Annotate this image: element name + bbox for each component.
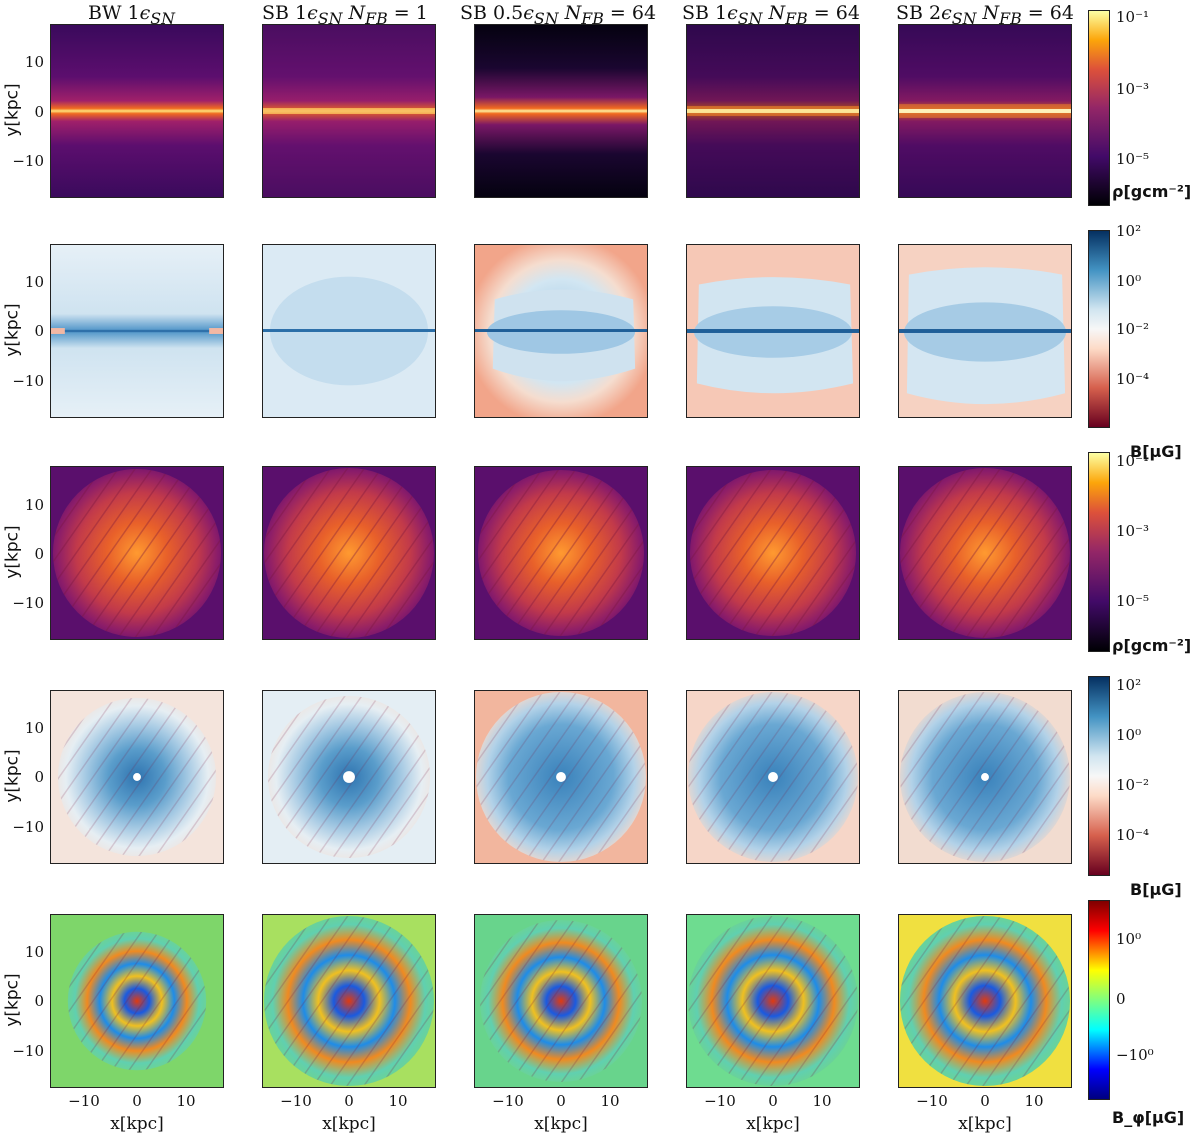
ytick-r1-m10: −10 (12, 152, 44, 170)
column-title-1: BW 1ϵSN (88, 2, 175, 28)
ytick-r5-m10: −10 (12, 1042, 44, 1060)
panel-r5-c1 (50, 914, 224, 1088)
panel-r1-c4 (686, 24, 860, 198)
cb2-tick-0: 10² (1116, 222, 1142, 240)
panel-r3-c5 (898, 466, 1072, 640)
panel-r4-c4 (686, 690, 860, 864)
column-title-3: SB 0.5ϵSN NFB = 64 (460, 2, 657, 28)
xtick-c5-10: 10 (1024, 1092, 1044, 1110)
ytick-r1-10: 10 (24, 53, 44, 71)
xtick-c4-10: 10 (812, 1092, 832, 1110)
ytick-r3-10: 10 (24, 496, 44, 514)
panel-r3-c2 (262, 466, 436, 640)
xtick-c2-10: 10 (388, 1092, 408, 1110)
cb2-tick-3: 10⁻⁴ (1116, 370, 1150, 388)
xtick-c1-10: 10 (176, 1092, 196, 1110)
panel-r5-c2 (262, 914, 436, 1088)
ytick-r2-0: 0 (34, 322, 44, 340)
panel-r4-c2 (262, 690, 436, 864)
cb4-tick-1: 10⁰ (1116, 726, 1142, 744)
xtick-c2-0: 0 (344, 1092, 354, 1110)
colorbar-row-2 (1088, 230, 1110, 428)
panel-r2-c1 (50, 244, 224, 418)
panel-r5-c3 (474, 914, 648, 1088)
ytick-r4-0: 0 (34, 768, 44, 786)
panel-r5-c5 (898, 914, 1072, 1088)
colorbar-row-3 (1088, 452, 1110, 652)
colorbar-row-4 (1088, 676, 1110, 876)
cb5-tick-2: −10⁰ (1116, 1046, 1154, 1064)
xtick-c1-m10: −10 (68, 1092, 100, 1110)
panel-r2-c3 (474, 244, 648, 418)
xtick-c3-0: 0 (556, 1092, 566, 1110)
panel-r4-c5 (898, 690, 1072, 864)
ytick-r1-0: 0 (34, 103, 44, 121)
cb2-label: B[μG] (1130, 442, 1182, 461)
xlabel-c5: x[kpc] (958, 1114, 1012, 1134)
panel-r4-c3 (474, 690, 648, 864)
cb4-tick-3: 10⁻⁴ (1116, 826, 1150, 844)
xlabel-c3: x[kpc] (534, 1114, 588, 1134)
cb3-tick-1: 10⁻³ (1116, 522, 1150, 540)
panel-r2-c4 (686, 244, 860, 418)
xlabel-c4: x[kpc] (746, 1114, 800, 1134)
panel-r3-c3 (474, 466, 648, 640)
xtick-c3-m10: −10 (492, 1092, 524, 1110)
ytick-r5-0: 0 (34, 992, 44, 1010)
column-title-5: SB 2ϵSN NFB = 64 (896, 2, 1074, 28)
xlabel-c1: x[kpc] (110, 1114, 164, 1134)
panel-r1-c3 (474, 24, 648, 198)
cb4-tick-2: 10⁻² (1116, 776, 1150, 794)
ytick-r4-m10: −10 (12, 818, 44, 836)
ytick-r2-m10: −10 (12, 372, 44, 390)
cb5-tick-0: 10⁰ (1116, 930, 1142, 948)
xtick-c5-0: 0 (980, 1092, 990, 1110)
panel-r2-c2 (262, 244, 436, 418)
panel-r5-c4 (686, 914, 860, 1088)
cb1-label: ρ[gcm⁻²] (1112, 182, 1192, 201)
xtick-c4-0: 0 (768, 1092, 778, 1110)
column-title-4: SB 1ϵSN NFB = 64 (682, 2, 860, 28)
cb4-tick-0: 10² (1116, 676, 1142, 694)
panel-r1-c1 (50, 24, 224, 198)
xlabel-c2: x[kpc] (322, 1114, 376, 1134)
cb2-tick-1: 10⁰ (1116, 272, 1142, 290)
xtick-c4-m10: −10 (704, 1092, 736, 1110)
cb5-label: B_φ[μG] (1112, 1108, 1185, 1127)
panel-r3-c4 (686, 466, 860, 640)
ytick-r4-10: 10 (24, 719, 44, 737)
panel-r4-c1 (50, 690, 224, 864)
cb3-label: ρ[gcm⁻²] (1112, 636, 1192, 655)
ytick-r3-m10: −10 (12, 594, 44, 612)
cb2-tick-2: 10⁻² (1116, 320, 1150, 338)
ytick-r3-0: 0 (34, 545, 44, 563)
panel-r1-c5 (898, 24, 1072, 198)
xtick-c1-0: 0 (132, 1092, 142, 1110)
cb4-label: B[μG] (1130, 880, 1182, 899)
cb1-tick-1: 10⁻³ (1116, 80, 1150, 98)
colorbar-row-5 (1088, 900, 1110, 1100)
xtick-c3-10: 10 (600, 1092, 620, 1110)
panel-r3-c1 (50, 466, 224, 640)
cb1-tick-2: 10⁻⁵ (1116, 150, 1150, 168)
cb1-tick-0: 10⁻¹ (1116, 8, 1150, 26)
cb5-tick-1: 0 (1116, 990, 1126, 1008)
panel-r1-c2 (262, 24, 436, 198)
column-title-2: SB 1ϵSN NFB = 1 (262, 2, 428, 28)
xtick-c2-m10: −10 (280, 1092, 312, 1110)
ytick-r5-10: 10 (24, 943, 44, 961)
ytick-r2-10: 10 (24, 273, 44, 291)
panel-r2-c5 (898, 244, 1072, 418)
colorbar-row-1 (1088, 10, 1110, 206)
xtick-c5-m10: −10 (916, 1092, 948, 1110)
cb3-tick-2: 10⁻⁵ (1116, 592, 1150, 610)
cb3-tick-0: 10⁻¹ (1116, 452, 1150, 470)
